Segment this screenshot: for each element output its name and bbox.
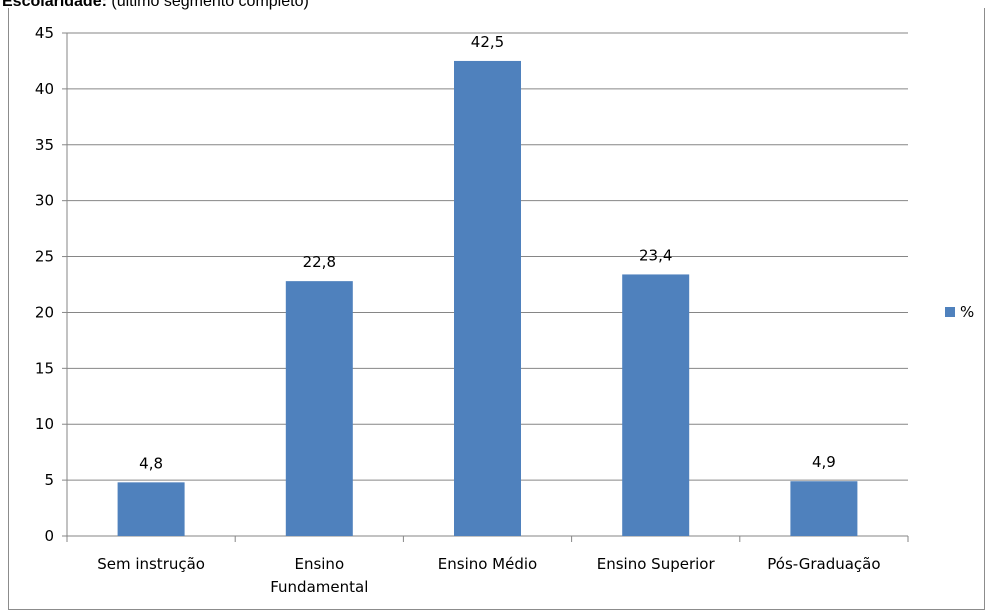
- data-labels: 4,8 22,8 42,5 23,4 4,9: [139, 33, 836, 472]
- data-label: 4,8: [139, 454, 163, 472]
- y-tick-label: 5: [44, 471, 54, 489]
- category-labels: Sem instrução Ensino Fundamental Ensino Méd…: [97, 555, 880, 596]
- y-tick-label: 45: [35, 24, 54, 42]
- y-tick-label: 35: [35, 136, 54, 154]
- bar: [454, 60, 521, 536]
- legend-label: %: [960, 303, 974, 321]
- bar: [790, 481, 858, 536]
- legend-swatch: [945, 307, 955, 317]
- chart-title-bold: Escolaridade:: [2, 0, 107, 10]
- y-tick-label: 15: [35, 359, 54, 377]
- axes: [62, 32, 909, 542]
- chart-frame: [8, 8, 985, 610]
- chart-title-rest: (último segmento completo): [106, 0, 309, 10]
- y-tick-label: 40: [35, 80, 54, 98]
- y-tick-label: 10: [35, 415, 54, 433]
- category-label: Sem instrução: [97, 555, 205, 573]
- bars: [117, 60, 858, 536]
- data-label: 42,5: [471, 33, 504, 51]
- data-label: 23,4: [639, 246, 672, 264]
- bar: [285, 281, 353, 536]
- y-tick-label: 30: [35, 192, 54, 210]
- chart-title: Escolaridade: (último segmento completo): [2, 0, 309, 10]
- category-label: Ensino: [294, 555, 344, 573]
- legend: %: [945, 303, 974, 321]
- bar: [622, 274, 690, 536]
- y-tick-label: 25: [35, 248, 54, 266]
- data-label: 22,8: [303, 253, 336, 271]
- y-axis-ticks: 0 5 10 15 20 25 30 35 40 45: [35, 24, 54, 545]
- category-label: Fundamental: [270, 578, 368, 596]
- category-label: Pós-Graduação: [767, 555, 880, 573]
- category-label: Ensino Superior: [597, 555, 716, 573]
- y-tick-label: 20: [35, 303, 54, 321]
- data-label: 4,9: [812, 453, 836, 471]
- y-tick-label: 0: [44, 527, 54, 545]
- bar: [117, 482, 185, 536]
- category-label: Ensino Médio: [438, 555, 537, 573]
